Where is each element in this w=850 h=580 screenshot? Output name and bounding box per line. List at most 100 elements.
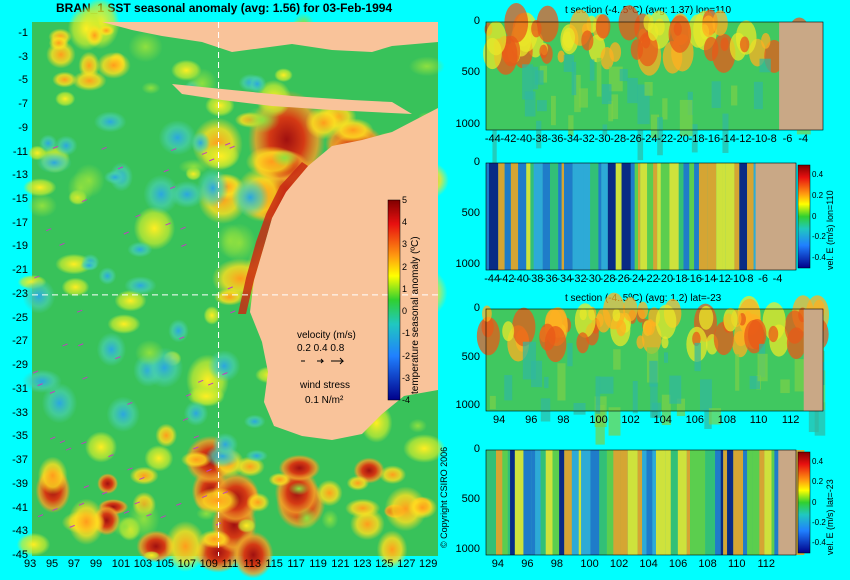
section-temperature-patch [568, 115, 574, 136]
section-velocity-band [637, 450, 643, 555]
map-x-tick-label: 105 [155, 558, 175, 570]
velocity-section-lat-23 [485, 449, 805, 556]
wind-arrow [209, 158, 215, 162]
section-temperature-patch [531, 20, 542, 38]
map-x-tick-label: 115 [265, 558, 283, 570]
section-temperature-patch [612, 308, 621, 322]
section-velocity-band [552, 450, 560, 555]
map-x-tick-label: 111 [221, 558, 239, 570]
section-velocity-band [715, 450, 721, 555]
section-temperature-patch [627, 77, 638, 104]
sst-anomaly-patch [16, 532, 51, 557]
sst-anomaly-patch [345, 498, 381, 518]
section-y-tick-label: 500 [461, 206, 480, 219]
section-temperature-patch [753, 81, 763, 110]
section-y-tick-label: 500 [461, 350, 480, 363]
section-temperature-patch [694, 342, 701, 372]
section-temperature-patch [522, 64, 534, 100]
map-x-tick-label: 99 [89, 558, 103, 570]
section-velocity-band [764, 450, 772, 555]
wind-arrow [115, 356, 121, 360]
sst-anomaly-patch [37, 456, 68, 495]
section-velocity-band [716, 163, 723, 270]
section-velocity-band [510, 450, 515, 555]
map-colorbar-label: temperature seasonal anomaly (ºC) [410, 236, 421, 394]
sst-anomaly-patch [207, 350, 241, 382]
sst-anomaly-patch [68, 498, 105, 545]
map-colorbar-tick: 3 [402, 239, 408, 250]
section-temperature-patch [703, 36, 719, 62]
section-temperature-patch [595, 14, 611, 39]
wind-arrow [206, 468, 212, 472]
section-x-tick-label: 94 [491, 558, 504, 570]
section-temperature-patch [632, 381, 638, 414]
section-temperature-patch [579, 308, 587, 321]
section-temperature-patch [757, 353, 768, 382]
map-y-tick-label: -9 [18, 121, 28, 134]
section-x-tick-label: -12 [714, 273, 731, 285]
section-colorbar-tick: 0.4 [812, 170, 824, 180]
wind-arrow [101, 491, 108, 495]
sst-anomaly-patch [48, 35, 69, 51]
section-velocity-band [590, 163, 599, 270]
section-temperature-patch [655, 304, 677, 339]
section-y-tick-label: 1000 [455, 257, 480, 270]
section-y-tick-label: 0 [473, 156, 480, 168]
section-y-tick-label: 500 [461, 493, 480, 505]
sst-anomaly-patch [168, 319, 189, 343]
section-velocity-band [642, 450, 647, 555]
sst-anomaly-patch [408, 56, 445, 77]
velocity-legend-arrows [301, 357, 345, 365]
sst-anomaly-patch [55, 91, 76, 107]
section-temperature-patch [723, 307, 738, 332]
wind-arrow [62, 343, 68, 347]
section-temperature-patch [485, 21, 507, 56]
wind-arrow [81, 441, 87, 445]
map-x-tick-label: 127 [397, 558, 416, 570]
sst-anomaly-patch [141, 81, 161, 95]
map-x-tick-label: 129 [419, 558, 438, 570]
section-x-tick-label: -14 [700, 273, 717, 285]
section-x-tick-label: 96 [525, 414, 538, 426]
section-velocity-band [669, 163, 679, 270]
section-temperature-patch [540, 398, 551, 422]
wind-arrow [32, 370, 39, 374]
section-temperature-patch [539, 44, 548, 59]
map-x-tick-label: 113 [243, 558, 261, 570]
section-temperature-patch [522, 341, 536, 380]
section-temperature-patch [581, 30, 594, 51]
section-velocity-band [535, 450, 541, 555]
section-x-tick-label: 100 [589, 414, 608, 426]
section-temperature-patch [504, 375, 513, 401]
section-velocity-band [545, 450, 553, 555]
section-temperature-patch [589, 59, 595, 81]
map-y-tick-label: -5 [18, 74, 28, 87]
section-velocity-band [630, 163, 635, 270]
section-temperature-patch [524, 91, 536, 117]
section-temperature-patch [599, 376, 614, 394]
wind-arrow [77, 309, 83, 313]
wind-arrow [185, 393, 192, 397]
section-colorbar-tick: 0 [812, 497, 817, 507]
section-velocity-band [510, 163, 519, 270]
sst-anomaly-patch [243, 414, 266, 429]
temperature-section-lon110 [483, 2, 824, 164]
sst-anomaly-patch [321, 509, 339, 530]
map-x-tick-label: 93 [24, 558, 37, 570]
section-x-tick-label: 98 [550, 558, 564, 570]
section-y-tick-label: 1000 [455, 543, 480, 555]
sst-anomaly-patch [144, 445, 174, 472]
section-temperature-patch [692, 331, 701, 347]
sst-anomaly-patch [407, 496, 438, 519]
section-y-tick-label: 1000 [455, 117, 480, 130]
section-velocity-band [627, 450, 638, 555]
wind-arrow [193, 435, 199, 439]
sst-anomaly-patch [198, 529, 231, 549]
section-temperature-patch [761, 33, 771, 49]
section-velocity-band [640, 163, 648, 270]
wind-arrow [139, 477, 145, 480]
section-x-tick-label: -6 [782, 133, 793, 145]
section-velocity-band [523, 450, 532, 555]
section-velocity-band [655, 450, 666, 555]
sst-anomaly-patch [408, 418, 427, 433]
